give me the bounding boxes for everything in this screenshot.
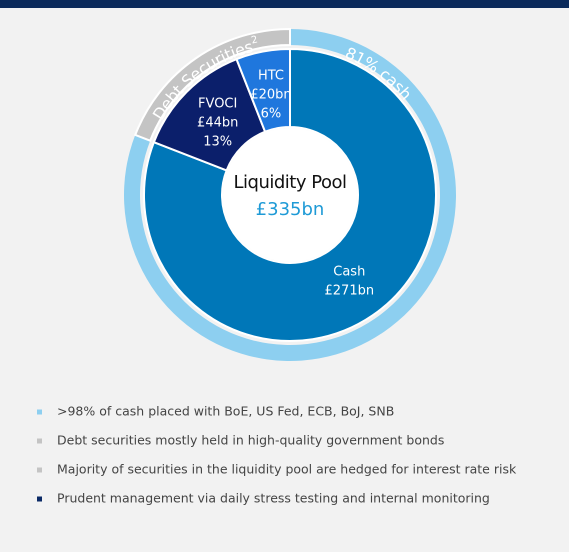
center-hole <box>223 128 357 262</box>
bullet-marker <box>37 438 42 444</box>
outer-ring-debt <box>133 27 291 142</box>
segment-value: £271bn <box>325 284 375 299</box>
bullet-text: Debt securities mostly held in high-qual… <box>57 433 444 448</box>
center-label: Liquidity Pool <box>234 172 347 193</box>
segment-label: Cash <box>333 265 365 280</box>
bullet-text: Prudent management via daily stress test… <box>57 491 490 506</box>
segment-value: 13% <box>203 135 232 150</box>
bullet-marker <box>37 496 42 502</box>
bullet-text: Majority of securities in the liquidity … <box>57 462 517 477</box>
donut-segment <box>143 47 437 342</box>
donut-segment <box>235 47 291 134</box>
segment-label: FVOCI <box>198 97 237 112</box>
segment-value: £44bn <box>197 116 238 131</box>
outer-debt-note: 2 <box>250 34 259 46</box>
top-bar <box>0 0 569 8</box>
center-total: £335bn <box>256 199 325 220</box>
segment-label: HTC <box>258 68 284 83</box>
bullet-text: >98% of cash placed with BoE, US Fed, EC… <box>57 404 394 419</box>
bullet-marker <box>37 467 42 473</box>
segment-value: 6% <box>261 106 282 121</box>
segment-value: £20bn <box>250 87 291 102</box>
bullet-marker <box>37 409 42 415</box>
